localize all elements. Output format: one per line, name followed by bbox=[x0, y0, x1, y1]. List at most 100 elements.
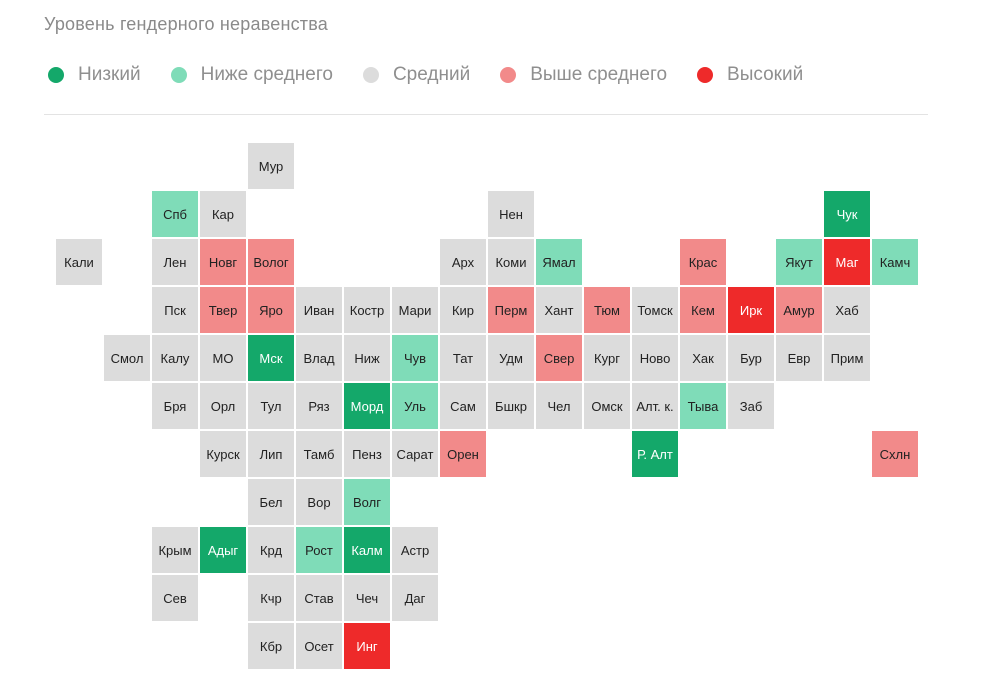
region-tile: Удм bbox=[488, 335, 534, 381]
region-tile: Ямал bbox=[536, 239, 582, 285]
region-tile: Хак bbox=[680, 335, 726, 381]
region-tile: Кир bbox=[440, 287, 486, 333]
region-tile: Якут bbox=[776, 239, 822, 285]
region-tile: Нен bbox=[488, 191, 534, 237]
region-tile: Рост bbox=[296, 527, 342, 573]
region-tile: Прим bbox=[824, 335, 870, 381]
region-tile: Иван bbox=[296, 287, 342, 333]
divider bbox=[44, 114, 928, 115]
legend-item-below: Ниже среднего bbox=[170, 64, 333, 86]
region-tile: Волог bbox=[248, 239, 294, 285]
region-tile: Сев bbox=[152, 575, 198, 621]
region-tile: Свер bbox=[536, 335, 582, 381]
region-tile: Пск bbox=[152, 287, 198, 333]
region-tile: Осет bbox=[296, 623, 342, 669]
region-tile: Яро bbox=[248, 287, 294, 333]
region-tile: Бря bbox=[152, 383, 198, 429]
legend-swatch-high bbox=[697, 67, 714, 83]
region-tile: Ново bbox=[632, 335, 678, 381]
legend-label-below: Ниже среднего bbox=[200, 64, 333, 85]
legend-swatch-low bbox=[48, 67, 64, 83]
legend-swatch-above bbox=[500, 67, 517, 83]
region-tile: Волг bbox=[344, 479, 390, 525]
region-tile: Кали bbox=[56, 239, 102, 285]
region-tile: Орен bbox=[440, 431, 486, 477]
region-tile: Даг bbox=[392, 575, 438, 621]
region-tile: Морд bbox=[344, 383, 390, 429]
legend-label-high: Высокий bbox=[727, 64, 804, 85]
region-tile: Схлн bbox=[872, 431, 918, 477]
region-tile: Костр bbox=[344, 287, 390, 333]
region-tile: Крас bbox=[680, 239, 726, 285]
region-tile: Чук bbox=[824, 191, 870, 237]
region-tile: Мур bbox=[248, 143, 294, 189]
region-tile: Твер bbox=[200, 287, 246, 333]
region-tile: Курск bbox=[200, 431, 246, 477]
region-tile: Кар bbox=[200, 191, 246, 237]
chart-title: Уровень гендерного неравенства bbox=[44, 14, 329, 34]
region-tile: Бшкр bbox=[488, 383, 534, 429]
region-tile: Чув bbox=[392, 335, 438, 381]
region-tile: Амур bbox=[776, 287, 822, 333]
region-tile: Тамб bbox=[296, 431, 342, 477]
region-tile: Евр bbox=[776, 335, 822, 381]
region-tile: Калм bbox=[344, 527, 390, 573]
region-tile: Ряз bbox=[296, 383, 342, 429]
region-tile: Хант bbox=[536, 287, 582, 333]
region-tile: Орл bbox=[200, 383, 246, 429]
region-tile: Сам bbox=[440, 383, 486, 429]
region-tile: Маг bbox=[824, 239, 870, 285]
region-tile: Калу bbox=[152, 335, 198, 381]
region-tile: Тат bbox=[440, 335, 486, 381]
region-tile: Кург bbox=[584, 335, 630, 381]
region-tile: Лен bbox=[152, 239, 198, 285]
legend-label-low: Низкий bbox=[78, 64, 141, 85]
region-tile: Новг bbox=[200, 239, 246, 285]
legend-item-mid: Средний bbox=[362, 64, 471, 86]
region-tile: Лип bbox=[248, 431, 294, 477]
region-tile: Бур bbox=[728, 335, 774, 381]
legend: Низкий Ниже среднего Средний Выше средне… bbox=[48, 64, 833, 86]
legend-item-low: Низкий bbox=[48, 64, 141, 86]
region-tile: Заб bbox=[728, 383, 774, 429]
legend-swatch-below bbox=[170, 67, 187, 83]
region-tile: Вор bbox=[296, 479, 342, 525]
legend-item-above: Выше среднего bbox=[500, 64, 667, 86]
region-tile: Кбр bbox=[248, 623, 294, 669]
region-tile: Спб bbox=[152, 191, 198, 237]
region-tile: Алт. к. bbox=[632, 383, 678, 429]
region-tile: Кем bbox=[680, 287, 726, 333]
region-tile: МО bbox=[200, 335, 246, 381]
region-tile: Хаб bbox=[824, 287, 870, 333]
region-tile: Ирк bbox=[728, 287, 774, 333]
legend-swatch-mid bbox=[362, 67, 379, 83]
region-tile: Уль bbox=[392, 383, 438, 429]
region-tile: Адыг bbox=[200, 527, 246, 573]
region-tile: Камч bbox=[872, 239, 918, 285]
region-tile: Сарат bbox=[392, 431, 438, 477]
region-tile: Тюм bbox=[584, 287, 630, 333]
legend-label-above: Выше среднего bbox=[530, 64, 668, 85]
region-tile: Чел bbox=[536, 383, 582, 429]
legend-label-mid: Средний bbox=[392, 64, 471, 85]
region-tile: Мари bbox=[392, 287, 438, 333]
region-tile: Арх bbox=[440, 239, 486, 285]
region-tile: Крым bbox=[152, 527, 198, 573]
region-tile: Крд bbox=[248, 527, 294, 573]
region-tile: Томск bbox=[632, 287, 678, 333]
region-tile: Тыва bbox=[680, 383, 726, 429]
region-tile: Перм bbox=[488, 287, 534, 333]
region-tile: Смол bbox=[104, 335, 150, 381]
region-tile: Коми bbox=[488, 239, 534, 285]
region-tile: Кчр bbox=[248, 575, 294, 621]
region-tile: Астр bbox=[392, 527, 438, 573]
region-tile: Ниж bbox=[344, 335, 390, 381]
region-tile: Влад bbox=[296, 335, 342, 381]
region-tile: Мск bbox=[248, 335, 294, 381]
legend-item-high: Высокий bbox=[697, 64, 803, 86]
region-tile: Омск bbox=[584, 383, 630, 429]
region-tile: Чеч bbox=[344, 575, 390, 621]
region-tile: Пенз bbox=[344, 431, 390, 477]
region-tile: Бел bbox=[248, 479, 294, 525]
